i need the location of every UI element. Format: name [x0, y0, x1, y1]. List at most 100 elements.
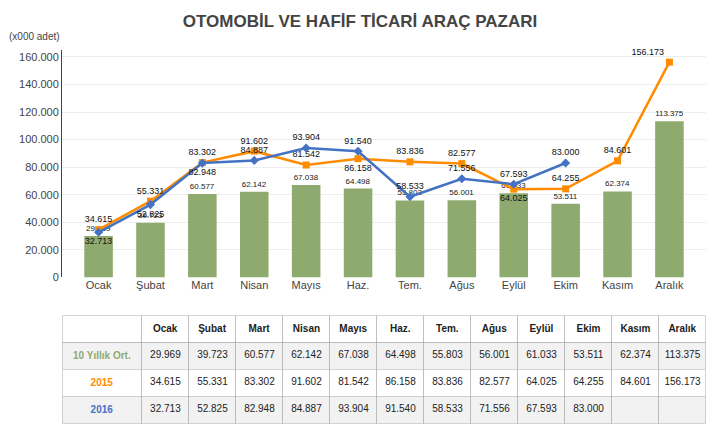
svg-text:60.577: 60.577 — [190, 182, 215, 191]
svg-text:39.723: 39.723 — [197, 349, 228, 360]
svg-text:Şubat: Şubat — [136, 279, 165, 291]
svg-text:32.713: 32.713 — [150, 403, 181, 414]
svg-text:83.302: 83.302 — [244, 376, 275, 387]
svg-text:84.601: 84.601 — [620, 376, 651, 387]
svg-text:58.533: 58.533 — [396, 181, 424, 191]
svg-text:53.511: 53.511 — [553, 192, 577, 201]
svg-text:53.511: 53.511 — [574, 349, 604, 360]
svg-text:52.825: 52.825 — [137, 209, 165, 219]
svg-text:Kasım: Kasım — [602, 279, 633, 291]
svg-text:82.948: 82.948 — [244, 403, 275, 414]
svg-text:64.498: 64.498 — [346, 177, 371, 186]
svg-text:91.540: 91.540 — [385, 403, 416, 414]
svg-text:71.556: 71.556 — [448, 163, 476, 173]
svg-text:Ağus: Ağus — [482, 323, 507, 334]
svg-text:67.038: 67.038 — [338, 349, 369, 360]
svg-text:55.803: 55.803 — [432, 349, 463, 360]
svg-text:62.142: 62.142 — [291, 349, 322, 360]
svg-text:29.969: 29.969 — [150, 349, 181, 360]
svg-text:Eylül: Eylül — [529, 323, 553, 334]
svg-text:160.000: 160.000 — [19, 51, 59, 63]
svg-text:64.025: 64.025 — [500, 193, 528, 203]
svg-text:84.887: 84.887 — [240, 145, 268, 155]
svg-text:100.000: 100.000 — [19, 133, 59, 145]
svg-text:10 Yıllık Ort.: 10 Yıllık Ort. — [73, 350, 131, 361]
svg-text:Ocak: Ocak — [153, 323, 178, 334]
svg-text:(x000 adet): (x000 adet) — [9, 31, 60, 42]
svg-text:83.000: 83.000 — [552, 147, 580, 157]
svg-text:32.713: 32.713 — [85, 236, 113, 246]
svg-text:83.836: 83.836 — [396, 146, 424, 156]
svg-text:82.577: 82.577 — [479, 376, 510, 387]
svg-text:Mart: Mart — [249, 323, 271, 334]
svg-text:62.374: 62.374 — [620, 349, 651, 360]
svg-text:67.038: 67.038 — [294, 173, 319, 182]
svg-text:34.615: 34.615 — [85, 214, 113, 224]
svg-text:55.331: 55.331 — [137, 186, 165, 196]
svg-text:83.302: 83.302 — [189, 147, 217, 157]
svg-text:29.969: 29.969 — [86, 224, 111, 233]
svg-text:40.000: 40.000 — [25, 216, 59, 228]
svg-text:156.173: 156.173 — [664, 376, 701, 387]
svg-text:64.025: 64.025 — [526, 376, 557, 387]
svg-text:Mart: Mart — [191, 279, 213, 291]
svg-text:0: 0 — [53, 271, 59, 283]
svg-text:64.255: 64.255 — [552, 173, 580, 183]
svg-text:91.602: 91.602 — [291, 376, 322, 387]
svg-text:67.593: 67.593 — [500, 169, 528, 179]
svg-text:2016: 2016 — [91, 404, 114, 415]
svg-text:56.001: 56.001 — [479, 349, 510, 360]
svg-text:61.033: 61.033 — [501, 181, 526, 190]
svg-text:20.000: 20.000 — [25, 244, 59, 256]
svg-text:Ekim: Ekim — [553, 279, 577, 291]
svg-text:120.000: 120.000 — [19, 106, 59, 118]
svg-text:82.577: 82.577 — [448, 148, 476, 158]
svg-text:113.375: 113.375 — [655, 109, 684, 118]
svg-text:93.904: 93.904 — [338, 403, 369, 414]
svg-text:84.887: 84.887 — [291, 403, 322, 414]
svg-text:81.542: 81.542 — [292, 149, 320, 159]
svg-text:Şubat: Şubat — [198, 323, 226, 334]
svg-text:Nisan: Nisan — [293, 323, 320, 334]
svg-text:60.577: 60.577 — [244, 349, 275, 360]
svg-text:2015: 2015 — [91, 377, 114, 388]
svg-text:93.904: 93.904 — [292, 132, 320, 142]
svg-text:Mayıs: Mayıs — [339, 323, 367, 334]
svg-text:39.723: 39.723 — [138, 211, 163, 220]
svg-text:67.593: 67.593 — [526, 403, 557, 414]
svg-text:58.533: 58.533 — [432, 403, 463, 414]
svg-text:83.836: 83.836 — [432, 376, 463, 387]
svg-text:OTOMOBİL VE HAFİF TİCARİ ARAÇ: OTOMOBİL VE HAFİF TİCARİ ARAÇ PAZARI — [183, 12, 537, 31]
svg-text:86.158: 86.158 — [344, 163, 372, 173]
svg-text:Haz.: Haz. — [347, 279, 370, 291]
svg-text:71.556: 71.556 — [479, 403, 510, 414]
svg-text:64.498: 64.498 — [385, 349, 416, 360]
svg-text:Tem.: Tem. — [436, 323, 459, 334]
svg-text:55.331: 55.331 — [197, 376, 228, 387]
svg-text:61.033: 61.033 — [526, 349, 557, 360]
svg-text:Mayıs: Mayıs — [291, 279, 321, 291]
svg-text:Haz.: Haz. — [390, 323, 411, 334]
svg-text:Ocak: Ocak — [86, 279, 112, 291]
svg-text:83.000: 83.000 — [573, 403, 604, 414]
svg-text:62.374: 62.374 — [605, 179, 630, 188]
svg-text:156.173: 156.173 — [632, 47, 665, 57]
svg-text:Tem.: Tem. — [398, 279, 422, 291]
svg-text:82.948: 82.948 — [189, 167, 217, 177]
svg-text:52.825: 52.825 — [197, 403, 228, 414]
svg-text:Nisan: Nisan — [240, 279, 268, 291]
svg-text:62.142: 62.142 — [242, 180, 267, 189]
svg-text:80.000: 80.000 — [25, 161, 59, 173]
svg-text:86.158: 86.158 — [385, 376, 416, 387]
svg-text:113.375: 113.375 — [665, 349, 701, 360]
svg-text:60.000: 60.000 — [25, 189, 59, 201]
svg-text:Aralık: Aralık — [655, 279, 684, 291]
svg-text:91.540: 91.540 — [344, 136, 372, 146]
svg-text:140.000: 140.000 — [19, 78, 59, 90]
svg-text:Ekim: Ekim — [576, 323, 600, 334]
svg-text:64.255: 64.255 — [573, 376, 604, 387]
svg-text:84.601: 84.601 — [604, 145, 632, 155]
svg-text:91.602: 91.602 — [240, 136, 268, 146]
svg-text:Ağus: Ağus — [449, 279, 475, 291]
svg-text:Eylül: Eylül — [502, 279, 526, 291]
